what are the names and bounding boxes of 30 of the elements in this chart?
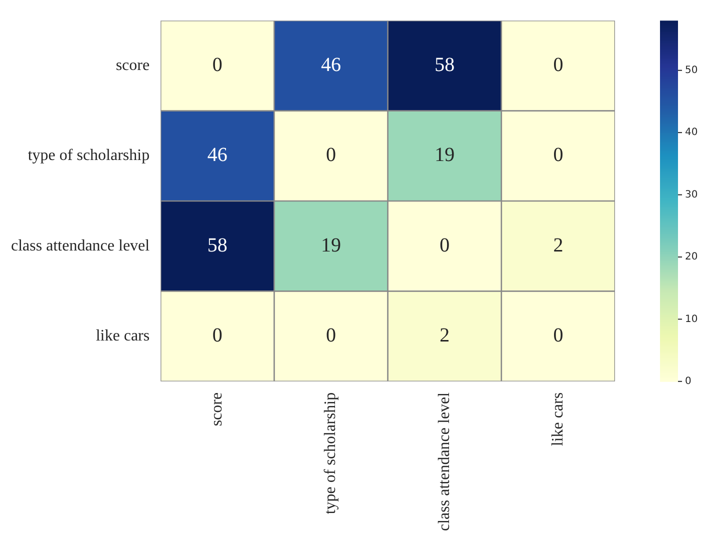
data-label: 2 bbox=[553, 234, 564, 256]
y-tick-label: class attendance level bbox=[11, 237, 150, 254]
data-label: 0 bbox=[326, 144, 336, 166]
x-tick-label: like cars bbox=[549, 392, 566, 446]
data-label: 19 bbox=[434, 144, 455, 166]
x-tick-label: class attendance level bbox=[436, 392, 453, 531]
color-bar-label: 50 bbox=[685, 64, 698, 76]
data-label: 0 bbox=[326, 324, 336, 347]
color-bar-label: 0 bbox=[685, 376, 692, 387]
color-bar-label: 10 bbox=[685, 314, 698, 325]
data-label: 58 bbox=[434, 54, 455, 76]
data-label: 0 bbox=[212, 54, 222, 76]
color-bar-label: 40 bbox=[685, 127, 698, 138]
data-label: 46 bbox=[207, 144, 228, 166]
data-label: 2 bbox=[440, 324, 450, 347]
y-tick-label: type of scholarship bbox=[28, 147, 150, 164]
data-label: 0 bbox=[440, 234, 450, 256]
y-tick-label: like cars bbox=[96, 328, 150, 345]
data-label: 58 bbox=[207, 234, 228, 256]
data-label: 19 bbox=[320, 234, 341, 256]
data-label: 0 bbox=[212, 324, 222, 347]
data-label: 0 bbox=[553, 54, 564, 76]
y-tick-label: score bbox=[116, 56, 150, 74]
color-bar-label: 20 bbox=[685, 252, 698, 263]
x-tick-label: type of scholarship bbox=[322, 392, 340, 514]
color-bar-label: 30 bbox=[685, 189, 698, 200]
data-label: 46 bbox=[320, 54, 341, 76]
data-label: 0 bbox=[553, 324, 564, 347]
data-label: 0 bbox=[553, 144, 564, 166]
x-tick-label: score bbox=[208, 392, 226, 426]
